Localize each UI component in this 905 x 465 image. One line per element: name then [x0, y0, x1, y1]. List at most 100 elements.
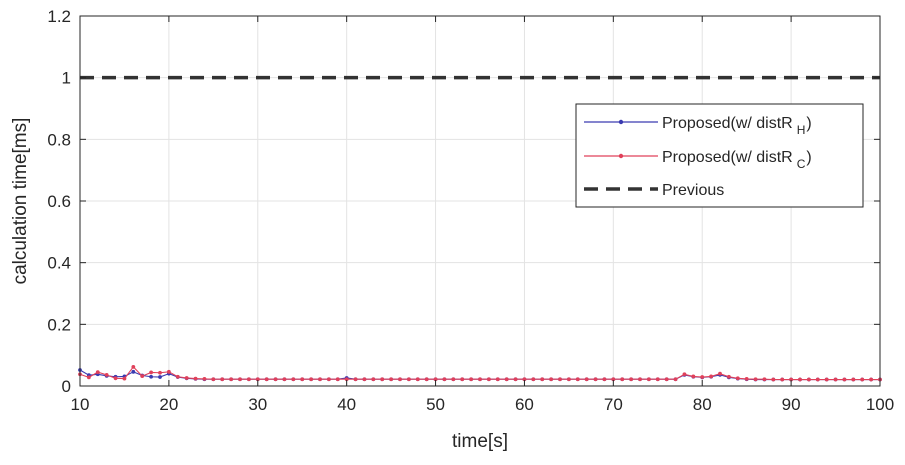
ticks	[79, 15, 881, 387]
data-point	[424, 377, 429, 382]
data-point	[815, 377, 820, 382]
x-tick-label: 90	[782, 395, 801, 414]
data-point	[638, 377, 642, 382]
data-point	[335, 377, 340, 382]
data-point	[611, 377, 616, 382]
data-point	[691, 374, 696, 379]
data-point	[806, 377, 811, 382]
legend-label-proposed-c-suffix: )	[806, 149, 811, 166]
data-point	[353, 377, 358, 382]
x-tick-label: 30	[248, 395, 267, 414]
data-point	[158, 370, 162, 375]
data-point	[682, 372, 687, 377]
y-tick-label: 1.2	[47, 7, 71, 26]
data-point	[95, 370, 100, 375]
legend-marker-proposed-c	[618, 153, 624, 159]
data-point	[238, 377, 242, 382]
legend-label-proposed-h-suffix: )	[806, 115, 811, 132]
data-point	[664, 377, 669, 382]
data-point	[842, 377, 847, 382]
y-axis-title: calculation time[ms]	[10, 118, 31, 285]
data-point	[566, 377, 571, 382]
data-point	[469, 377, 474, 382]
data-point	[211, 377, 216, 382]
data-point	[460, 377, 465, 382]
legend-label-proposed-c-subscript: C	[797, 157, 806, 171]
y-tick-label: 0.2	[47, 315, 71, 334]
data-point	[860, 377, 865, 382]
y-tick-label: 0.6	[47, 192, 71, 211]
legend-label-proposed-c-main: Proposed(w/ distR	[662, 149, 793, 166]
data-point	[122, 376, 127, 381]
legend-label-proposed-h: Proposed(w/ distR H)	[662, 115, 812, 137]
data-point	[318, 377, 322, 382]
x-axis-title: time[s]	[452, 431, 508, 452]
data-point	[406, 377, 411, 382]
data-point	[255, 377, 260, 382]
legend-label-proposed-h-subscript: H	[797, 123, 806, 137]
data-point	[193, 376, 198, 381]
data-point	[504, 377, 509, 382]
data-point	[175, 374, 180, 379]
data-point	[398, 377, 402, 382]
y-tick-label: 0.8	[47, 130, 71, 149]
legend-entry-previous: Previous	[584, 182, 724, 199]
legend-label-proposed-c: Proposed(w/ distR C)	[662, 149, 812, 171]
data-point	[264, 377, 269, 382]
data-point	[726, 374, 731, 379]
legend-entry-proposed-h: Proposed(w/ distR H)	[584, 115, 812, 137]
data-point	[869, 377, 874, 382]
data-point	[824, 377, 829, 382]
data-point	[709, 374, 714, 379]
data-point	[780, 377, 785, 382]
data-point	[389, 377, 394, 382]
data-point	[771, 377, 776, 382]
data-point	[158, 375, 162, 379]
data-point	[629, 377, 634, 382]
data-point	[131, 369, 136, 374]
data-point	[433, 377, 438, 382]
legend-label-proposed-h-main: Proposed(w/ distR	[662, 115, 793, 132]
data-point	[246, 377, 251, 382]
data-point	[166, 369, 171, 374]
data-point	[273, 377, 278, 382]
data-point	[735, 376, 740, 381]
series-layer	[78, 75, 882, 382]
x-tick-label: 50	[426, 395, 445, 414]
legend-marker-proposed-h	[618, 119, 624, 125]
series-1	[78, 364, 882, 382]
data-point	[575, 377, 580, 382]
data-point	[113, 376, 118, 381]
x-tick-label: 80	[693, 395, 712, 414]
data-point	[798, 377, 802, 382]
data-point	[309, 377, 314, 382]
data-point	[531, 377, 536, 382]
data-point	[86, 375, 91, 380]
data-point	[646, 377, 651, 382]
data-point	[344, 377, 349, 382]
data-point	[282, 377, 287, 382]
data-point	[833, 377, 838, 382]
data-point	[371, 377, 376, 382]
data-point	[300, 377, 305, 382]
data-point	[753, 377, 758, 382]
x-tick-label: 10	[71, 395, 90, 414]
data-point	[442, 377, 447, 382]
data-point	[495, 377, 500, 382]
data-point	[362, 377, 367, 382]
legend: Proposed(w/ distR H) Proposed(w/ distR C) …	[575, 103, 864, 208]
data-point	[451, 377, 456, 382]
x-tick-label: 60	[515, 395, 534, 414]
data-point	[184, 376, 189, 380]
data-point	[558, 377, 562, 382]
data-point	[415, 377, 420, 382]
data-point	[673, 377, 678, 382]
data-point	[584, 377, 589, 382]
data-point	[131, 364, 136, 369]
data-point	[620, 377, 625, 382]
legend-label-previous: Previous	[662, 182, 724, 199]
x-tick-label: 40	[337, 395, 356, 414]
data-point	[540, 377, 545, 382]
data-point	[789, 377, 794, 382]
